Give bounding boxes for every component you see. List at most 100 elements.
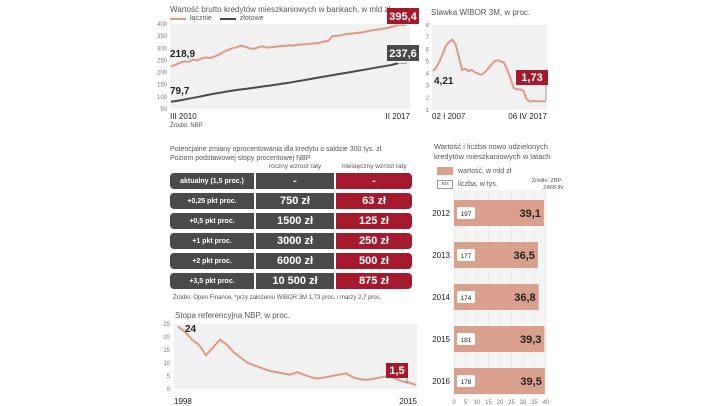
table-row: +1 pkt proc. 3000 zł 250 zł bbox=[170, 233, 412, 249]
monthly-increase: 125 zł bbox=[336, 213, 412, 229]
x-tick-label: 35 bbox=[531, 400, 538, 406]
annual-increase: - bbox=[256, 173, 336, 189]
legend-label-pln: złotowe bbox=[239, 15, 264, 22]
legend-swatch-value bbox=[437, 167, 453, 175]
table-title-line2: Poziom podstawowej stopy procentowej NBP bbox=[170, 155, 311, 162]
y-tick-label: 5 bbox=[426, 59, 430, 65]
bar-count-box bbox=[457, 375, 475, 387]
bar-category-label: 2015 bbox=[432, 335, 450, 344]
series-line-total bbox=[170, 24, 399, 68]
annual-increase: 3000 zł bbox=[256, 233, 336, 249]
loans-pln-end-label: 237,6 bbox=[389, 48, 417, 60]
nbp-end-label: 1,5 bbox=[389, 365, 404, 377]
bars-chart: 0 5 10 15 20 25 30 35 40 2012 197 39,1 2013 177 36,5 2… bbox=[432, 190, 550, 406]
bar-value-label: 39,1 bbox=[520, 208, 541, 220]
y-tick-label: 3 bbox=[426, 84, 430, 90]
x-tick-label: 25 bbox=[508, 400, 515, 406]
x-tick-label: 5 bbox=[464, 400, 468, 406]
wibor-x-end: 06 IV 2017 bbox=[508, 112, 547, 120]
y-tick-label: 25 bbox=[163, 322, 170, 328]
col-header-annual: roczny wzrost raty bbox=[268, 163, 322, 170]
nbp-end-tag bbox=[386, 363, 408, 378]
bar-value-label: 39,3 bbox=[520, 334, 541, 346]
wibor-chart-title: Stawka WIBOR 3M, w proc. bbox=[431, 8, 531, 17]
loans-end-tags: 395,4 237,6 bbox=[387, 8, 419, 61]
nbp-start-label: 24 bbox=[185, 324, 197, 335]
loans-pln-start-label: 79,7 bbox=[170, 86, 190, 97]
monthly-increase: 875 zł bbox=[336, 273, 412, 289]
loans-x-start: III 2010 bbox=[170, 112, 197, 120]
table-source: Źródło: Open Finance, *przy założeniu WI… bbox=[173, 295, 382, 301]
col-header-monthly: miesięczny wzrost raty bbox=[341, 163, 407, 170]
bar-count-box bbox=[457, 333, 475, 345]
x-tick-label: 10 bbox=[474, 400, 481, 406]
x-tick-label: 20 bbox=[497, 400, 504, 406]
legend-label-total: łącznie bbox=[190, 15, 212, 22]
bar-count-label: 178 bbox=[461, 379, 472, 386]
y-tick-label: 7 bbox=[426, 35, 430, 41]
y-tick-label: 6 bbox=[426, 47, 430, 53]
row-label: +0,25 pkt proc. bbox=[170, 193, 256, 209]
annual-increase: 1500 zł bbox=[256, 213, 336, 229]
table-title-line1: Potencjalne zmiany oprocentowania dla kr… bbox=[170, 146, 382, 153]
loans-pln-leader bbox=[398, 62, 407, 64]
bar-count-label: 174 bbox=[461, 295, 472, 302]
legend-label-value: wartość, w mld zł bbox=[458, 167, 512, 175]
series-line-pln bbox=[170, 62, 399, 103]
y-tick-label: 8 bbox=[426, 23, 430, 29]
bar-value-label: 39,5 bbox=[520, 376, 541, 388]
y-tick-label: 10 bbox=[163, 361, 170, 367]
x-tick-label: 0 bbox=[452, 400, 456, 406]
table-row: +3,5 pkt proc. 10 500 zł 875 zł bbox=[170, 273, 412, 289]
y-tick-label: 4 bbox=[426, 72, 430, 78]
row-label: aktualny (1,5 proc.) bbox=[170, 173, 256, 189]
bar-value-label: 36,8 bbox=[514, 292, 535, 304]
y-tick-label: 20 bbox=[163, 335, 170, 341]
annual-increase: 6000 zł bbox=[256, 253, 336, 269]
monthly-increase: 500 zł bbox=[336, 253, 412, 269]
y-tick-label: 1 bbox=[426, 108, 430, 114]
wibor-end-label: 1,73 bbox=[521, 72, 542, 84]
bar-count-label: 197 bbox=[461, 211, 472, 218]
bar-count-box bbox=[457, 207, 475, 219]
table-header: roczny wzrost raty miesięczny wzrost rat… bbox=[170, 163, 412, 173]
nbp-line bbox=[177, 325, 417, 387]
loans-total-end-tag bbox=[387, 8, 419, 24]
y-tick-label: 100 bbox=[157, 95, 168, 101]
loans-total-start-label: 218,9 bbox=[170, 49, 195, 60]
wibor-x-start: 02 I 2007 bbox=[432, 112, 466, 120]
nbp-chart: 0 5 10 15 20 25 24 1,5 1998 2015 bbox=[163, 322, 417, 406]
loans-pln-end-tag bbox=[387, 45, 419, 61]
loans-chart-title: Wartość brutto kredytów mieszkaniowych w… bbox=[170, 5, 391, 14]
loans-x-end: II 2017 bbox=[386, 112, 411, 120]
nbp-chart-title: Stopa referencyjna NBP, w proc. bbox=[175, 311, 291, 320]
loans-source: Źródło: NBP bbox=[170, 123, 203, 129]
bar-category-label: 2014 bbox=[432, 293, 450, 302]
bars-legend-count: xxx liczba, w tys. bbox=[437, 180, 498, 189]
x-tick-label: 30 bbox=[520, 400, 527, 406]
legend-label-count: liczba, w tys. bbox=[458, 181, 498, 188]
loans-total-end-label: 395,4 bbox=[389, 11, 417, 23]
x-tick-label: 15 bbox=[485, 400, 492, 406]
legend-swatch-pln bbox=[219, 17, 236, 20]
y-tick-label: 400 bbox=[157, 22, 168, 28]
bar-value-label: 36,5 bbox=[514, 250, 535, 262]
monthly-increase: 63 zł bbox=[336, 193, 412, 209]
annual-increase: 10 500 zł bbox=[256, 273, 336, 289]
nbp-x-end: 2015 bbox=[399, 397, 417, 406]
row-label: +1 pkt proc. bbox=[170, 233, 256, 249]
bar-count-label: 181 bbox=[461, 337, 472, 344]
table-row: +0,25 pkt proc. 750 zł 63 zł bbox=[170, 193, 412, 209]
monthly-increase: 250 zł bbox=[336, 233, 412, 249]
wibor-chart: 1 2 3 4 5 6 7 8 4,21 1,73 02 I 2007 06 IV 2017 bbox=[426, 23, 548, 120]
nbp-x-start: 1998 bbox=[174, 397, 192, 406]
bars-chart-title: Wartość i liczba nowo udzielonych kredyt… bbox=[434, 142, 551, 161]
bar-category-label: 2012 bbox=[432, 209, 450, 218]
table-row: +2 pkt proc. 6000 zł 500 zł bbox=[170, 253, 412, 269]
y-tick-label: 2 bbox=[426, 96, 430, 102]
loans-legend: łącznie złotowe bbox=[170, 15, 264, 22]
y-tick-label: 5 bbox=[167, 374, 171, 380]
loans-chart: 50 100 150 200 250 300 350 400 218,9 79,7 III 2… bbox=[157, 22, 411, 120]
bar-count-label: 177 bbox=[461, 253, 472, 260]
y-tick-label: 15 bbox=[163, 348, 170, 354]
